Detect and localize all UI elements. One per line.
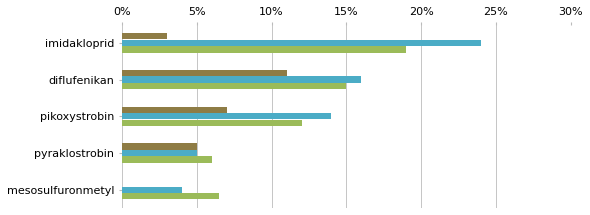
Bar — [122, 150, 197, 156]
Bar — [122, 157, 212, 163]
Bar — [122, 193, 219, 200]
Bar — [122, 107, 227, 113]
Bar — [122, 70, 287, 76]
Bar — [122, 143, 197, 150]
Bar — [122, 83, 346, 89]
Bar — [122, 46, 407, 53]
Bar — [122, 187, 182, 193]
Bar — [122, 40, 481, 46]
Bar — [122, 77, 361, 83]
Bar — [122, 113, 332, 120]
Bar — [122, 120, 301, 126]
Bar — [122, 33, 167, 40]
